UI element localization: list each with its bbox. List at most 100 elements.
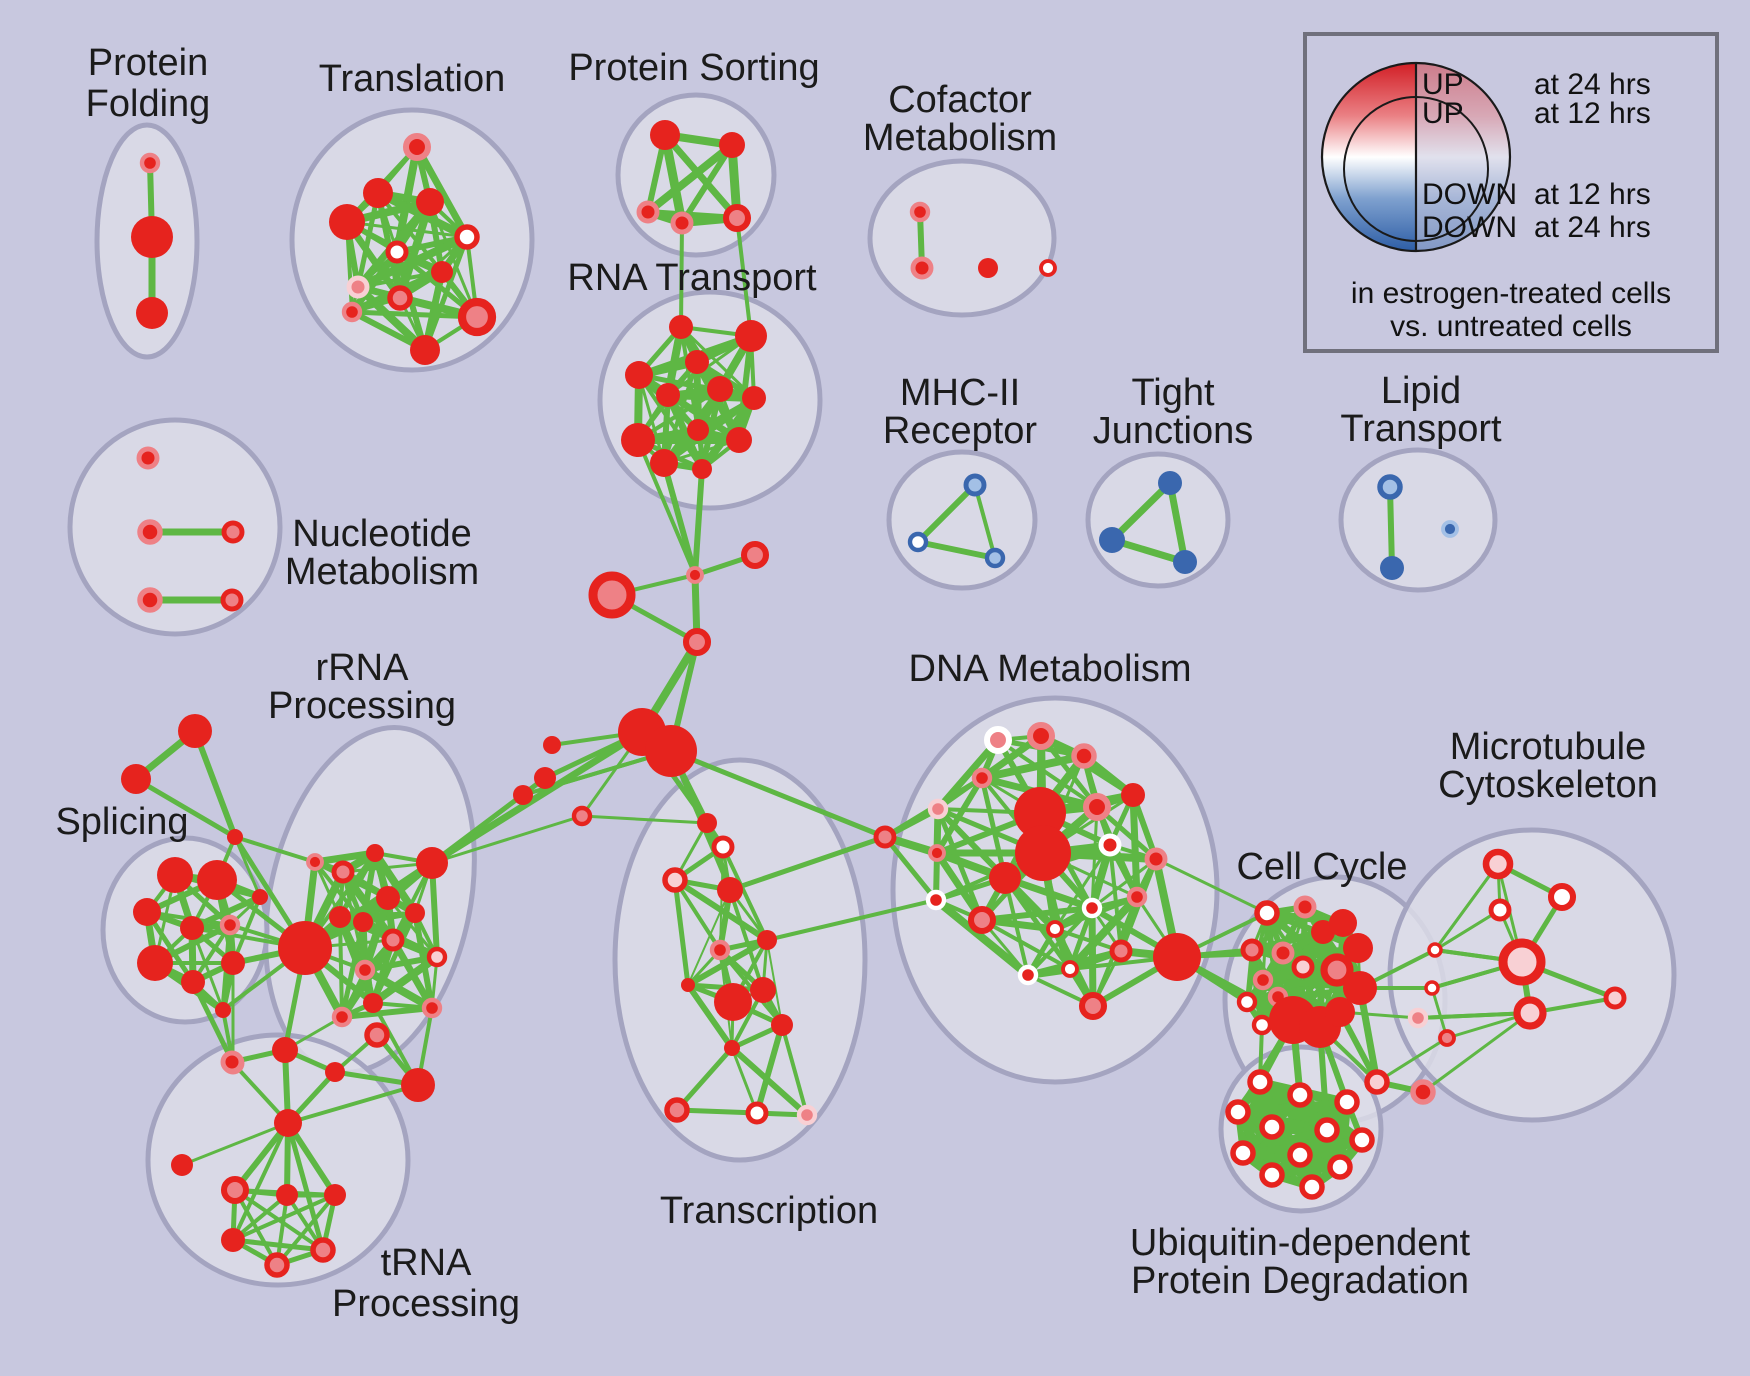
network-node-S: [645, 725, 697, 777]
network-node-rp: [387, 285, 413, 311]
network-node-S: [714, 983, 752, 1021]
network-edge: [580, 814, 709, 825]
network-node-S: [416, 188, 444, 216]
network-node-rp: [1320, 953, 1354, 987]
cluster-label-ubiquitin-degradation: Protein Degradation: [1131, 1260, 1469, 1302]
network-edge: [231, 1121, 290, 1242]
cluster-label-trna-processing: Processing: [332, 1283, 520, 1325]
network-node-S: [1325, 997, 1355, 1027]
network-node-S: [1343, 971, 1377, 1005]
network-node-S: [180, 916, 204, 940]
network-node-S: [687, 419, 709, 441]
cluster-label-ubiquitin-degradation: Ubiquitin-dependent: [1130, 1222, 1471, 1264]
network-edge: [728, 888, 765, 992]
network-edge: [978, 752, 1088, 782]
network-node-S: [543, 736, 561, 754]
network-node-rp: [722, 203, 752, 233]
network-node-rw: [1230, 1140, 1256, 1166]
network-node-S: [416, 847, 448, 879]
network-node-S: [724, 1040, 740, 1056]
network-node-pr: [341, 301, 363, 323]
network-edge: [233, 1188, 279, 1267]
cluster-label-microtubule-cytoskeleton: Microtubule: [1450, 726, 1646, 768]
network-node-lp: [927, 798, 949, 820]
network-node-rw: [1327, 1154, 1353, 1180]
cluster-label-tight-junctions: Tight: [1131, 372, 1215, 414]
network-edge: [735, 216, 753, 338]
network-node-rw: [1349, 1127, 1375, 1153]
network-node-rw: [1488, 898, 1512, 922]
network-edge: [339, 919, 366, 1020]
network-node-S: [363, 178, 393, 208]
network-node-S: [329, 204, 365, 240]
network-node-pr: [928, 844, 946, 862]
network-node-S: [221, 951, 245, 975]
network-node-pr: [1144, 847, 1168, 871]
network-node-S: [401, 1068, 435, 1102]
network-edge: [674, 1045, 735, 1113]
network-edge: [668, 748, 888, 840]
network-node-rl: [1498, 938, 1546, 986]
network-edge: [190, 979, 236, 1066]
network-node-pr: [709, 939, 731, 961]
cluster-label-nucleotide-metabolism: Metabolism: [285, 551, 479, 593]
updown-node-scale-icon: [1320, 61, 1512, 253]
network-node-wr: [1017, 964, 1039, 986]
network-node-pr: [636, 200, 660, 224]
network-node-S: [137, 945, 173, 981]
network-edge: [1108, 843, 1123, 953]
network-node-S: [376, 886, 400, 910]
cluster-label-transcription: Transcription: [660, 1190, 878, 1232]
network-node-S: [272, 1037, 298, 1063]
network-node-rp: [381, 928, 405, 952]
network-node-S: [181, 970, 205, 994]
network-node-S: [757, 930, 777, 950]
network-node-S: [742, 386, 766, 410]
network-edge: [685, 982, 735, 1051]
network-edge: [233, 835, 317, 864]
network-node-B: [1158, 471, 1182, 495]
network-node-S: [771, 1014, 793, 1036]
network-node-S: [717, 877, 743, 903]
network-edge: [935, 806, 1008, 881]
network-node-rw: [1039, 259, 1057, 277]
network-node-S: [405, 903, 425, 923]
network-node-S: [692, 459, 712, 479]
network-node-rw: [1225, 1099, 1251, 1125]
network-node-S: [157, 857, 193, 893]
network-edge: [765, 898, 938, 942]
cluster-ellipse-lipid-transport: [1338, 447, 1498, 593]
network-node-pr: [1271, 941, 1295, 965]
network-node-S: [707, 376, 733, 402]
network-node-lb: [1441, 520, 1459, 538]
network-node-rp: [967, 905, 997, 935]
network-node-wr: [1081, 897, 1103, 919]
network-node-pr: [1126, 886, 1148, 908]
network-node-wr: [925, 889, 947, 911]
network-node-rw: [1314, 1117, 1340, 1143]
network-edge: [661, 460, 698, 578]
network-edge: [1234, 1098, 1351, 1116]
network-node-pr: [331, 1006, 353, 1028]
network-edge: [362, 954, 440, 973]
network-node-bl: [963, 473, 987, 497]
cluster-label-protein-sorting: Protein Sorting: [568, 47, 819, 89]
network-node-pr: [219, 914, 241, 936]
network-node-pr: [1082, 792, 1112, 822]
network-edge: [780, 1023, 809, 1117]
cluster-label-cell-cycle: Cell Cycle: [1236, 846, 1407, 888]
network-edge: [285, 1120, 338, 1198]
network-node-pr: [354, 959, 376, 981]
network-edge: [275, 1193, 337, 1267]
cluster-label-lipid-transport: Lipid: [1381, 370, 1461, 412]
network-edge: [979, 905, 1095, 923]
network-node-S: [650, 449, 678, 477]
network-node-S: [669, 315, 693, 339]
network-node-S: [656, 383, 680, 407]
network-node-S: [978, 258, 998, 278]
network-node-S: [363, 993, 383, 1013]
cluster-ellipse-cofactor-metabolism: [867, 158, 1057, 318]
cluster-ellipse-transcription: [612, 757, 868, 1163]
network-node-B: [1380, 556, 1404, 580]
network-node-rl: [1291, 955, 1315, 979]
